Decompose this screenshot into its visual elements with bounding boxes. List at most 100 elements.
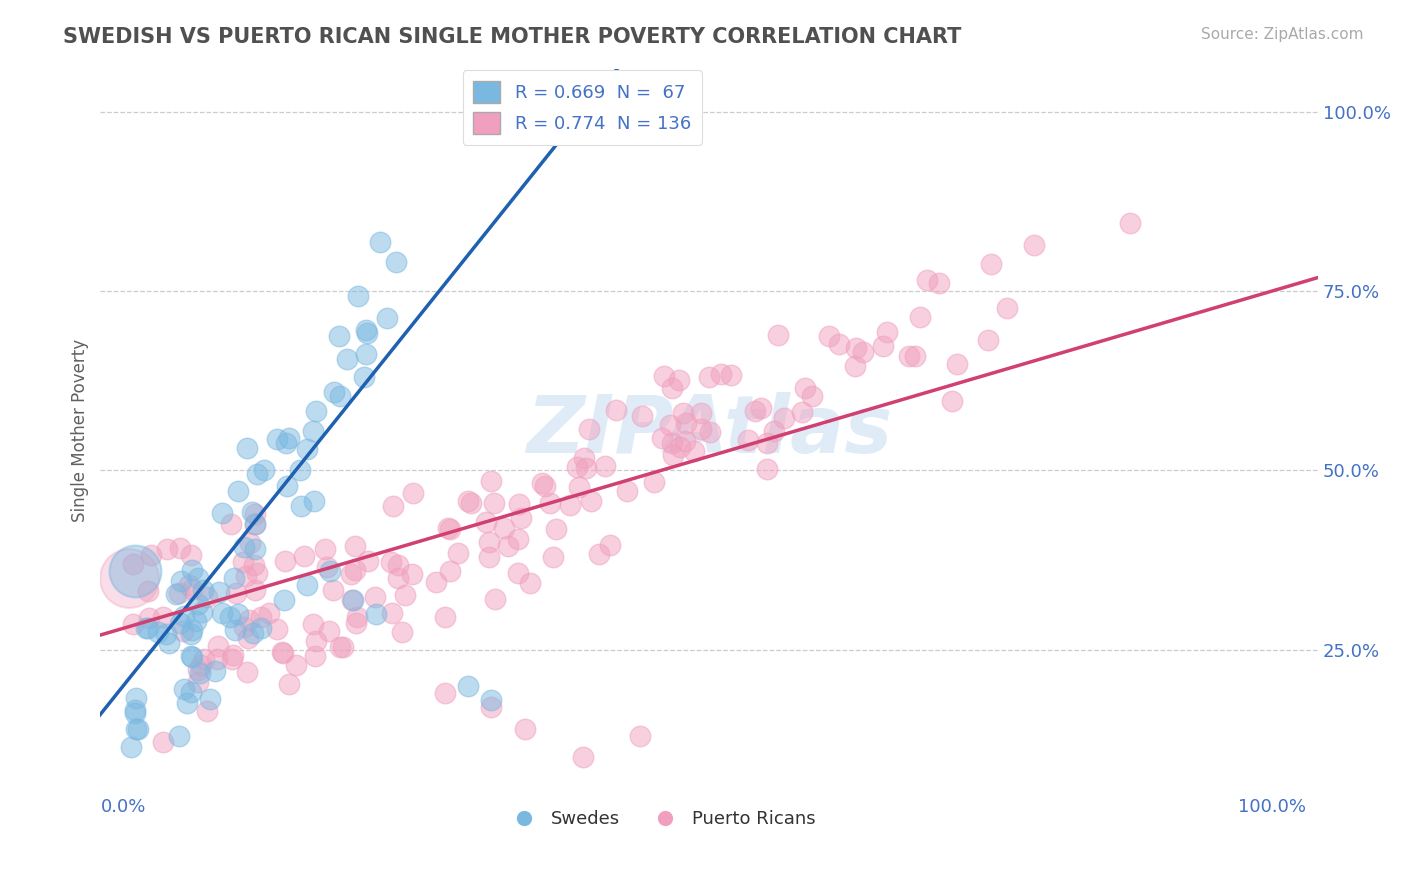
- Point: [946, 357, 969, 371]
- Point: [364, 607, 387, 621]
- Point: [515, 722, 537, 736]
- Point: [328, 328, 350, 343]
- Point: [828, 337, 851, 351]
- Point: [401, 567, 423, 582]
- Point: [643, 475, 665, 490]
- Point: [439, 564, 461, 578]
- Point: [661, 381, 683, 395]
- Point: [243, 582, 266, 597]
- Point: [204, 665, 226, 679]
- Point: [285, 657, 308, 672]
- Point: [302, 616, 325, 631]
- Point: [273, 554, 295, 568]
- Point: [510, 510, 533, 524]
- Point: [336, 352, 359, 367]
- Point: [818, 328, 841, 343]
- Point: [322, 583, 344, 598]
- Point: [170, 574, 193, 588]
- Point: [266, 432, 288, 446]
- Point: [375, 311, 398, 326]
- Point: [479, 474, 502, 488]
- Point: [690, 422, 713, 436]
- Point: [125, 722, 148, 736]
- Point: [253, 463, 276, 477]
- Point: [332, 640, 354, 654]
- Point: [737, 433, 759, 447]
- Point: [897, 350, 920, 364]
- Point: [356, 323, 378, 337]
- Point: [233, 540, 256, 554]
- Point: [385, 255, 408, 269]
- Point: [138, 611, 160, 625]
- Point: [394, 588, 416, 602]
- Point: [845, 341, 868, 355]
- Point: [567, 459, 589, 474]
- Point: [910, 310, 932, 324]
- Point: [135, 621, 157, 635]
- Point: [187, 597, 209, 611]
- Point: [240, 505, 263, 519]
- Point: [195, 704, 218, 718]
- Point: [699, 370, 721, 384]
- Point: [630, 409, 652, 423]
- Point: [239, 536, 262, 550]
- Point: [661, 436, 683, 450]
- Point: [1118, 216, 1140, 230]
- Point: [266, 622, 288, 636]
- Point: [181, 582, 204, 596]
- Point: [1022, 238, 1045, 252]
- Point: [304, 649, 326, 664]
- Point: [197, 591, 219, 605]
- Point: [673, 434, 696, 448]
- Point: [181, 650, 204, 665]
- Point: [125, 690, 148, 705]
- Point: [165, 587, 187, 601]
- Point: [314, 541, 336, 556]
- Point: [658, 418, 681, 433]
- Point: [173, 682, 195, 697]
- Point: [243, 517, 266, 532]
- Point: [250, 609, 273, 624]
- Point: [271, 644, 294, 658]
- Point: [530, 475, 553, 490]
- Point: [187, 571, 209, 585]
- Point: [346, 610, 368, 624]
- Point: [628, 729, 651, 743]
- Point: [578, 422, 600, 436]
- Point: [380, 555, 402, 569]
- Point: [226, 483, 249, 498]
- Point: [475, 515, 498, 529]
- Point: [246, 467, 269, 481]
- Point: [193, 652, 215, 666]
- Point: [319, 564, 342, 578]
- Point: [191, 583, 214, 598]
- Point: [519, 576, 541, 591]
- Point: [340, 592, 363, 607]
- Point: [187, 675, 209, 690]
- Point: [546, 522, 568, 536]
- Point: [180, 627, 202, 641]
- Point: [479, 700, 502, 714]
- Point: [155, 627, 177, 641]
- Point: [595, 459, 617, 474]
- Point: [434, 686, 457, 700]
- Point: [572, 750, 595, 764]
- Point: [575, 461, 598, 475]
- Point: [156, 541, 179, 556]
- Point: [297, 442, 319, 456]
- Point: [510, 90, 533, 104]
- Point: [316, 560, 339, 574]
- Point: [243, 508, 266, 522]
- Point: [669, 440, 692, 454]
- Point: [222, 571, 245, 585]
- Point: [346, 288, 368, 302]
- Point: [794, 381, 817, 395]
- Point: [222, 648, 245, 663]
- Text: ZIPAtlas: ZIPAtlas: [526, 392, 893, 470]
- Point: [356, 554, 378, 568]
- Point: [238, 632, 260, 646]
- Point: [756, 436, 779, 450]
- Point: [198, 691, 221, 706]
- Point: [391, 624, 413, 639]
- Point: [180, 685, 202, 699]
